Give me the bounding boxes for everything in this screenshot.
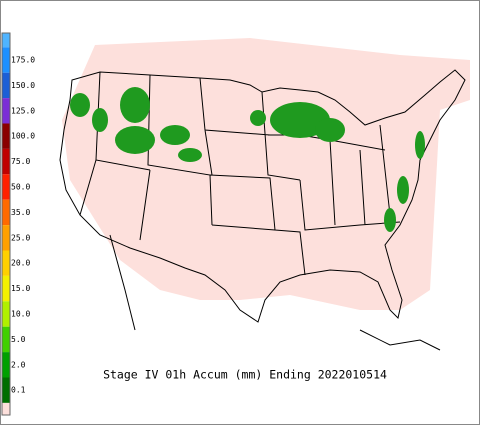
legend: 175.0 150.0 125.0 100.0 75.0 50.0 35.0 25.0 20.0…	[1, 32, 35, 416]
legend-swatch	[2, 33, 10, 48]
legend-swatch	[2, 47, 10, 73]
legend-swatch	[2, 402, 10, 415]
legend-swatch	[2, 123, 10, 149]
legend-swatch	[2, 148, 10, 175]
legend-label: 125.0	[11, 106, 35, 115]
precip-area	[120, 87, 150, 123]
precip-area	[115, 126, 155, 154]
precip-area	[92, 108, 108, 132]
legend-label: 5.0	[11, 335, 26, 344]
precip-area	[160, 125, 190, 145]
legend-border	[1, 32, 11, 416]
boundaries	[59, 69, 466, 351]
precip-area	[178, 148, 202, 162]
legend-label: 150.0	[11, 81, 35, 90]
legend-swatch	[2, 72, 10, 99]
legend-swatch	[2, 352, 10, 378]
legend-swatch	[2, 199, 10, 226]
precip-area	[250, 110, 266, 126]
legend-label: 20.0	[11, 259, 30, 268]
legend-label: 100.0	[11, 132, 35, 141]
legend-label: 2.0	[11, 360, 26, 369]
precip-area	[415, 131, 425, 159]
us-outline	[59, 69, 466, 323]
legend-swatch	[2, 98, 10, 124]
legend-label: 25.0	[11, 233, 30, 242]
analysis-domain	[62, 38, 470, 310]
legend-label: 50.0	[11, 183, 30, 192]
legend-swatch	[2, 225, 10, 251]
legend-label: 35.0	[11, 208, 30, 217]
legend-swatch	[2, 377, 10, 403]
legend-label: 0.1	[11, 386, 26, 395]
legend-label: 175.0	[11, 56, 35, 65]
legend-swatch	[2, 250, 10, 276]
precip-area	[397, 176, 409, 204]
precip-area	[270, 102, 330, 138]
legend-label: 15.0	[11, 284, 30, 293]
precip-area	[384, 208, 396, 232]
legend-swatch	[2, 174, 10, 200]
coast-lines	[109, 234, 441, 351]
legend-label: 75.0	[11, 157, 30, 166]
precip-area	[315, 118, 345, 142]
legend-swatch	[2, 301, 10, 327]
legend-label: 10.0	[11, 310, 30, 319]
map-title: Stage IV 01h Accum (mm) Ending 202201051…	[103, 368, 387, 382]
precip-areas	[70, 87, 425, 232]
state-lines	[79, 71, 401, 276]
precip-area	[70, 93, 90, 117]
legend-swatch	[2, 275, 10, 302]
legend-swatch	[2, 326, 10, 353]
